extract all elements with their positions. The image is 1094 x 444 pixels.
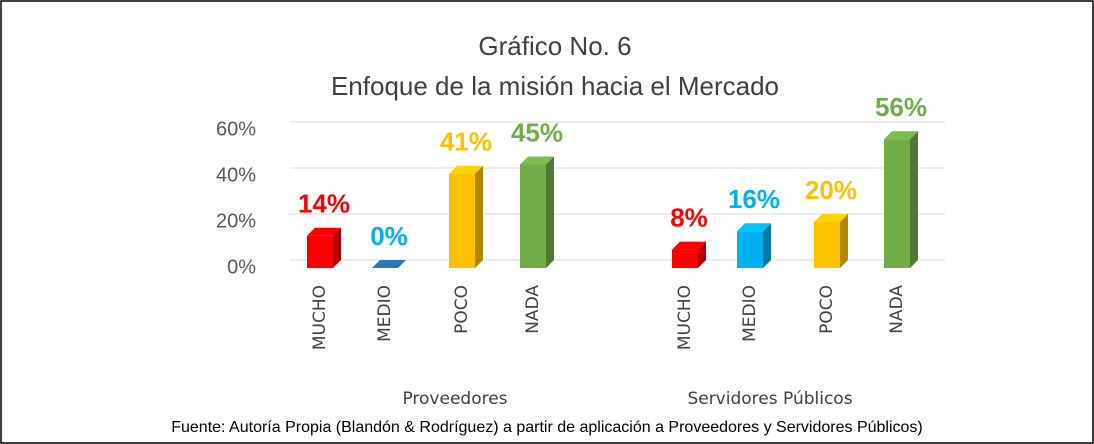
chart-subtitle: Enfoque de la misión hacia el Mercado [331, 71, 779, 101]
y-tick-label: 60% [216, 118, 256, 140]
x-tick-label: NADA [887, 285, 907, 334]
bar-side [910, 131, 918, 268]
value-label: 41% [440, 127, 492, 157]
bar-side [840, 214, 848, 268]
bar-top [884, 131, 918, 140]
group-label: Servidores Públicos [687, 389, 852, 409]
chart-title: Gráfico No. 6 [478, 31, 631, 61]
x-tick-label: MUCHO [675, 285, 695, 350]
value-label: 45% [511, 117, 563, 147]
bar-top [307, 227, 341, 236]
bar [520, 164, 546, 268]
x-tick-label: MEDIO [740, 285, 760, 342]
y-tick-label: 40% [216, 164, 256, 186]
bar-top [672, 241, 706, 250]
value-label: 14% [298, 189, 350, 219]
value-label: 16% [728, 184, 780, 214]
bar [307, 235, 333, 268]
bar-side [333, 227, 341, 268]
bar-side [763, 223, 771, 268]
x-tick-label: NADA [523, 285, 543, 334]
bar [884, 139, 910, 268]
x-tick-label: MUCHO [310, 285, 330, 350]
value-label: 8% [670, 202, 708, 232]
bar-top [737, 223, 771, 232]
bar [672, 249, 698, 268]
group-label: Proveedores [402, 389, 507, 409]
bar-side [698, 241, 706, 268]
bar-side [546, 156, 554, 268]
y-tick-label: 20% [216, 210, 256, 232]
source-note: Fuente: Autoría Propia (Blandón & Rodríg… [171, 419, 923, 436]
bar [737, 231, 763, 268]
bar-side [475, 165, 483, 268]
bar-top [372, 260, 406, 268]
value-label: 20% [805, 175, 857, 205]
y-tick-label: 0% [227, 256, 256, 278]
value-label: 56% [875, 92, 927, 122]
value-label: 0% [370, 221, 408, 251]
bar [814, 222, 840, 268]
x-tick-label: MEDIO [375, 285, 395, 342]
x-tick-label: POCO [817, 285, 837, 334]
x-tick-label: POCO [452, 285, 472, 334]
bar-top [449, 165, 483, 174]
bar [449, 173, 475, 268]
bar-top [520, 156, 554, 165]
bar-top [814, 214, 848, 222]
